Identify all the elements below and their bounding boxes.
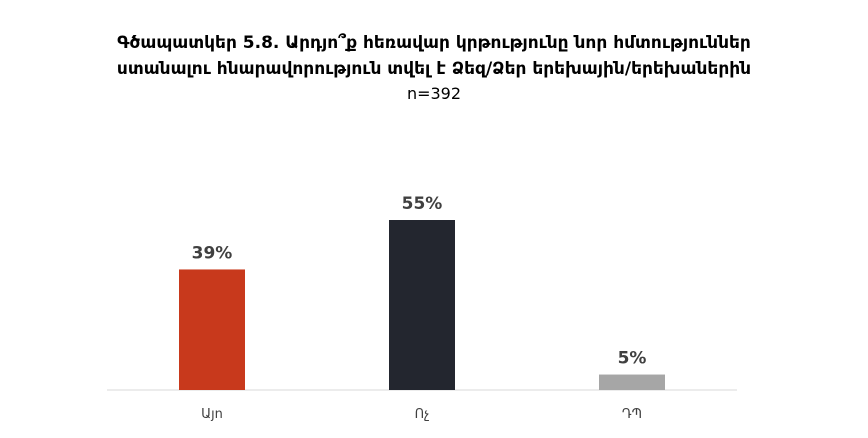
chart-title-line-1: Գծապատկեր 5.8. Արդյո՞ք հեռավար կրթությու… [117,33,751,53]
x-tick-label-1: Այո [201,407,223,422]
bar-2 [389,220,455,390]
x-tick-label-2: Ոչ [415,407,430,422]
data-label-2: 55% [402,194,443,214]
bar-1 [179,269,245,390]
data-label-3: 5% [618,349,647,369]
chart-title: Գծապատկեր 5.8. Արդյո՞ք հեռավար կրթությու… [0,30,868,106]
chart-title-line-2: ստանալու հնարավորություն տվել է Ձեզ/Ձեր … [116,59,752,79]
bar-3 [599,374,665,390]
x-tick-label-3: ԴՊ [622,407,642,422]
chart-subtitle: n=392 [406,84,462,103]
data-label-1: 39% [192,243,233,263]
